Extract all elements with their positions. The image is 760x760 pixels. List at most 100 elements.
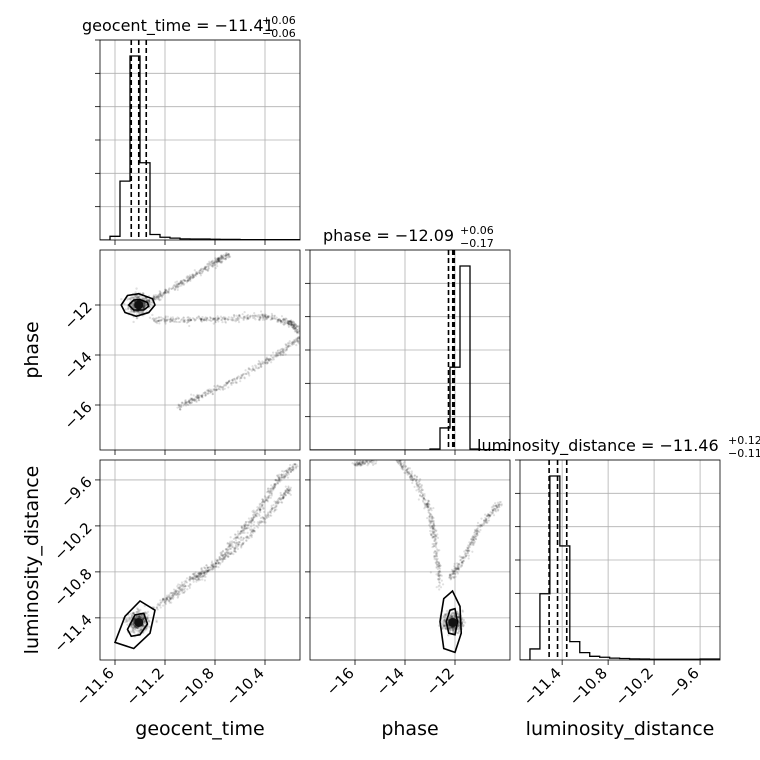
sample-point — [212, 264, 215, 267]
sample-point — [148, 302, 151, 305]
sample-point — [134, 296, 138, 299]
sample-point — [200, 569, 203, 573]
sample-point — [291, 325, 294, 329]
sample-point — [215, 389, 218, 392]
sample-point — [277, 352, 280, 355]
sample-point — [438, 577, 441, 580]
sample-point — [219, 388, 222, 391]
sample-point — [220, 557, 224, 560]
sample-point — [203, 266, 207, 269]
sample-point — [283, 491, 286, 495]
sample-point — [239, 539, 243, 542]
sample-point — [435, 566, 438, 569]
sample-point — [496, 505, 499, 508]
sample-point — [439, 564, 442, 567]
sample-point — [252, 516, 255, 519]
sample-point — [217, 256, 221, 259]
sample-point — [457, 616, 460, 619]
sample-point — [227, 544, 231, 547]
sample-point — [278, 351, 282, 355]
sample-point — [427, 515, 431, 518]
sample-point — [294, 330, 298, 333]
sample-point — [160, 293, 163, 296]
sample-point — [457, 569, 460, 572]
sample-point — [273, 506, 277, 509]
sample-point — [497, 504, 500, 507]
sample-point — [295, 339, 298, 342]
sample-point — [289, 470, 293, 474]
sample-point — [141, 625, 145, 628]
sample-point — [288, 488, 292, 491]
sample-point — [461, 609, 464, 612]
sample-point — [203, 566, 207, 569]
sample-point — [203, 267, 206, 270]
sample-point — [296, 337, 299, 340]
sample-point — [233, 377, 236, 380]
sample-point — [132, 296, 136, 299]
sample-point — [183, 282, 186, 285]
sample-point — [256, 509, 259, 512]
sample-point — [248, 521, 251, 524]
sample-point — [257, 513, 261, 516]
sample-point — [189, 319, 192, 322]
sample-point — [251, 314, 255, 317]
sample-point — [219, 551, 222, 555]
sample-point — [358, 463, 361, 466]
sample-point — [162, 597, 165, 601]
sample-point — [457, 627, 460, 631]
sample-point — [218, 257, 221, 260]
sample-point — [432, 524, 435, 527]
sample-point — [282, 496, 285, 499]
sample-point — [164, 601, 167, 604]
sample-point — [176, 592, 180, 595]
sample-point — [257, 523, 261, 526]
sample-point — [282, 318, 285, 321]
sample-point — [169, 598, 172, 601]
sample-point — [431, 527, 434, 531]
sample-point — [433, 533, 436, 536]
sample-point — [273, 508, 277, 511]
sample-point — [472, 539, 475, 542]
sample-point — [258, 520, 261, 523]
sample-point — [442, 624, 446, 627]
sample-point — [486, 514, 489, 517]
sample-point — [189, 398, 192, 402]
sample-point — [239, 529, 243, 533]
sample-point — [396, 461, 400, 464]
sample-point — [148, 299, 151, 302]
sample-point — [457, 621, 461, 625]
sample-point — [286, 476, 290, 479]
sample-point — [422, 498, 426, 501]
sample-point — [245, 539, 248, 543]
sample-point — [212, 262, 215, 265]
sample-point — [454, 567, 457, 570]
sample-point — [400, 463, 403, 466]
sample-point — [473, 535, 477, 538]
sample-point — [172, 591, 175, 595]
sample-point — [241, 542, 244, 545]
sample-point — [265, 498, 268, 501]
sample-point — [212, 388, 216, 392]
sample-point — [492, 509, 495, 512]
sample-point — [186, 320, 190, 324]
sample-point — [284, 322, 287, 326]
sample-point — [142, 311, 145, 314]
sample-point — [491, 508, 495, 511]
sample-point — [275, 479, 278, 482]
sample-point — [238, 540, 241, 544]
sample-point — [201, 267, 205, 270]
sample-point — [433, 524, 436, 527]
sample-point — [291, 321, 294, 324]
sample-point — [206, 392, 209, 395]
sample-point — [467, 549, 471, 552]
sample-point — [292, 339, 295, 342]
sample-point — [137, 311, 140, 314]
sample-point — [222, 557, 225, 561]
sample-point — [177, 282, 180, 286]
sample-point — [135, 615, 138, 619]
sample-point — [271, 356, 274, 359]
sample-point — [270, 508, 273, 511]
sample-point — [215, 387, 218, 391]
sample-point — [452, 631, 455, 634]
sample-point — [435, 552, 438, 555]
